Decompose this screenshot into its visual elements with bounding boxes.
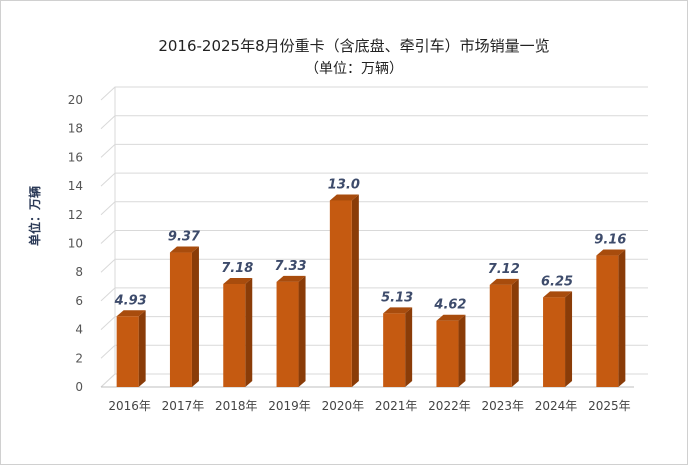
data-label-layer: 4.93 9.37 7.18 7.33 13.0 5.13 4.62 7.12 6.25 9.16 — [114, 177, 627, 312]
gridline — [100, 86, 648, 101]
category-label: 2022年 — [428, 399, 471, 413]
chart-subtitle: （单位：万辆） — [305, 61, 403, 77]
bar-side — [511, 278, 519, 387]
bar-side — [138, 310, 146, 387]
y-tick-label: 14 — [68, 179, 83, 193]
category-label: 2017年 — [162, 399, 205, 413]
category-label: 2025年 — [588, 399, 631, 413]
y-tick-label: 16 — [68, 150, 83, 164]
y-tick-label: 2 — [75, 351, 83, 365]
category-label: 2016年 — [108, 399, 151, 413]
bar-layer — [116, 194, 626, 387]
data-label: 6.25 — [541, 274, 573, 289]
gridline — [100, 344, 648, 359]
bar — [436, 314, 466, 387]
bar-top — [276, 275, 306, 282]
y-tick-label: 8 — [75, 265, 83, 279]
y-tick-layer: 0 2 4 6 8 10 12 14 16 18 20 — [68, 93, 83, 394]
bar-top — [489, 278, 519, 285]
bar-front — [543, 297, 566, 387]
data-label: 7.18 — [221, 261, 253, 276]
bar — [489, 278, 519, 387]
y-tick-label: 10 — [68, 237, 83, 251]
bar-front — [223, 283, 246, 387]
bar-side — [618, 249, 626, 387]
data-label: 13.0 — [328, 177, 360, 192]
gridline — [100, 143, 648, 158]
bar-top — [383, 307, 413, 314]
data-label: 9.37 — [168, 230, 201, 245]
data-label: 4.62 — [433, 298, 466, 313]
category-label: 2019年 — [268, 399, 311, 413]
bar-top — [223, 277, 253, 284]
bar-top — [116, 310, 146, 317]
bar-side — [245, 277, 253, 387]
bar-side — [191, 246, 199, 387]
y-tick-label: 20 — [68, 93, 83, 107]
bar-front — [383, 313, 406, 387]
y-axis-label: 单位：万辆 — [27, 186, 42, 246]
bar-front — [596, 255, 619, 387]
gridline — [100, 316, 648, 330]
bar-side — [351, 194, 359, 387]
bar-side — [405, 307, 413, 387]
bar-front — [169, 252, 192, 387]
bar-front — [489, 284, 512, 387]
gridline — [100, 287, 648, 302]
bar-front — [276, 281, 299, 387]
bar-top — [436, 314, 466, 321]
category-label: 2020年 — [322, 399, 365, 413]
bar — [383, 307, 413, 387]
bar-front — [436, 320, 459, 387]
bar-top — [543, 291, 573, 298]
data-label: 7.33 — [275, 259, 307, 274]
bar-top — [329, 194, 359, 201]
data-label: 4.93 — [114, 293, 147, 308]
gridline — [100, 258, 648, 273]
y-tick-label: 0 — [75, 380, 83, 394]
category-label-layer: 2016年 2017年 2018年 2019年 2020年 2021年 2022年 2023年… — [108, 399, 630, 413]
bar-side — [565, 291, 573, 387]
category-label: 2024年 — [535, 399, 578, 413]
data-label: 7.12 — [488, 262, 520, 277]
data-label: 9.16 — [594, 233, 626, 248]
y-tick-label: 18 — [68, 122, 83, 136]
gridline — [100, 373, 648, 388]
bar-side — [298, 275, 306, 387]
data-label: 5.13 — [381, 290, 413, 305]
bar-top — [169, 246, 199, 253]
gridline — [100, 201, 648, 216]
bar-top — [596, 249, 626, 256]
bar-front — [116, 316, 139, 387]
bar — [276, 275, 306, 387]
y-tick-label: 4 — [75, 323, 83, 337]
bar-side — [458, 314, 466, 387]
bar — [596, 249, 626, 387]
category-label: 2021年 — [375, 399, 418, 413]
category-label: 2023年 — [481, 399, 524, 413]
bar — [169, 246, 199, 387]
gridline — [100, 230, 648, 244]
chart-title: 2016-2025年8月份重卡（含底盘、牵引车）市场销量一览 — [158, 37, 549, 55]
bar — [543, 291, 573, 387]
category-label: 2018年 — [215, 399, 258, 413]
bar-front — [329, 200, 352, 387]
bar — [116, 310, 146, 387]
gridline — [100, 172, 648, 187]
bar — [223, 277, 253, 387]
y-tick-label: 6 — [75, 294, 83, 308]
gridline — [100, 115, 648, 130]
y-tick-label: 12 — [68, 208, 83, 222]
bar — [329, 194, 359, 387]
